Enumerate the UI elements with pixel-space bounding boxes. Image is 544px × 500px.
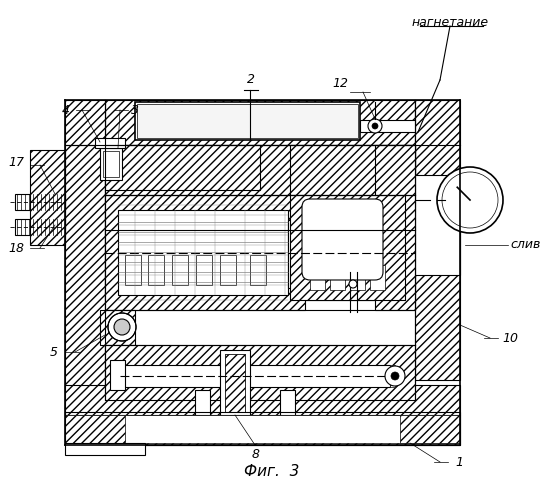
Bar xyxy=(350,265,365,290)
Bar xyxy=(148,255,164,285)
Bar xyxy=(105,230,260,300)
Text: 10: 10 xyxy=(502,332,518,344)
Bar xyxy=(65,412,460,445)
Bar xyxy=(400,415,460,443)
Bar xyxy=(135,102,360,140)
Bar xyxy=(172,255,188,285)
Bar xyxy=(65,415,460,443)
Bar xyxy=(390,365,395,387)
Text: 17: 17 xyxy=(8,156,24,170)
Circle shape xyxy=(372,123,378,129)
Text: 18: 18 xyxy=(8,242,24,254)
Bar xyxy=(290,195,405,300)
Bar xyxy=(196,255,212,285)
Bar xyxy=(118,210,288,295)
FancyBboxPatch shape xyxy=(302,199,383,280)
Circle shape xyxy=(442,172,498,228)
Bar xyxy=(288,220,308,288)
Text: 12: 12 xyxy=(332,77,348,90)
Text: слив: слив xyxy=(510,238,540,252)
Bar xyxy=(105,145,260,190)
Bar xyxy=(137,104,358,138)
Text: 2: 2 xyxy=(247,73,255,86)
Bar xyxy=(310,265,325,290)
Bar xyxy=(370,265,385,290)
Bar xyxy=(65,415,125,443)
Bar xyxy=(220,350,250,415)
Text: 5: 5 xyxy=(50,346,58,358)
Bar xyxy=(125,255,141,285)
Text: 1: 1 xyxy=(455,456,463,468)
Bar xyxy=(120,365,390,387)
Text: 4: 4 xyxy=(62,104,70,117)
Bar xyxy=(290,145,415,300)
Text: 8: 8 xyxy=(252,448,260,461)
Bar xyxy=(30,150,65,245)
Circle shape xyxy=(108,313,136,341)
Bar xyxy=(65,415,460,445)
Circle shape xyxy=(368,119,382,133)
Bar xyxy=(280,390,295,415)
Bar xyxy=(360,120,415,132)
Bar xyxy=(110,360,125,390)
Bar xyxy=(105,100,415,145)
Bar xyxy=(15,194,65,210)
Bar xyxy=(65,100,105,415)
Bar xyxy=(330,265,345,290)
Bar xyxy=(430,193,445,207)
Bar xyxy=(105,145,415,230)
Bar xyxy=(225,354,245,412)
Bar xyxy=(100,148,122,180)
Bar xyxy=(95,138,125,148)
Bar xyxy=(195,390,210,415)
Bar xyxy=(415,100,460,380)
Text: Фиг.  3: Фиг. 3 xyxy=(244,464,300,479)
Text: 3: 3 xyxy=(131,104,139,117)
Bar xyxy=(65,443,145,455)
Bar xyxy=(100,310,135,345)
Bar xyxy=(250,255,266,285)
Bar xyxy=(105,345,415,400)
Bar xyxy=(65,385,460,415)
Bar xyxy=(103,151,119,177)
Text: нагнетание: нагнетание xyxy=(411,16,489,28)
Bar xyxy=(415,175,460,275)
Bar xyxy=(15,219,65,235)
Circle shape xyxy=(391,372,399,380)
Bar xyxy=(225,354,245,412)
Bar xyxy=(290,195,405,300)
Bar xyxy=(220,255,236,285)
Bar xyxy=(105,195,305,310)
Circle shape xyxy=(349,280,357,288)
Circle shape xyxy=(437,167,503,233)
Circle shape xyxy=(385,366,405,386)
Bar xyxy=(292,227,304,282)
Bar xyxy=(65,100,105,145)
Circle shape xyxy=(114,319,130,335)
Bar xyxy=(375,145,415,310)
